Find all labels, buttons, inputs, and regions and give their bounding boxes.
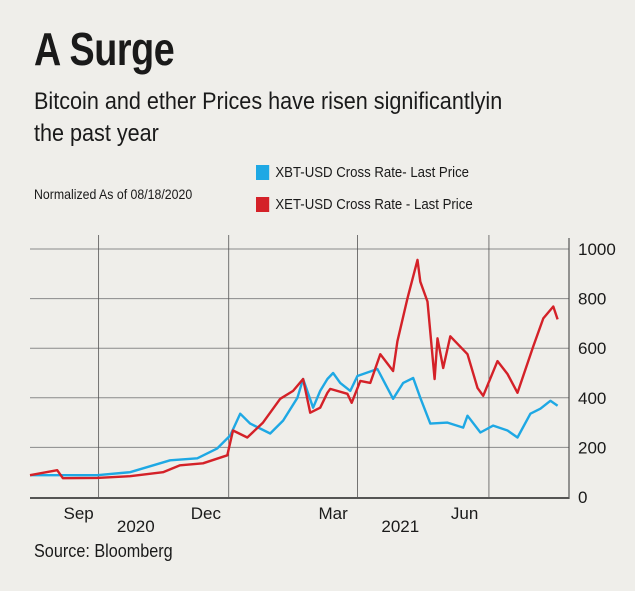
x-tick-label: Jun [451, 504, 478, 523]
x-year-label: 2021 [381, 517, 419, 536]
chart-subtitle-line-1: Bitcoin and ether Prices have risen sign… [34, 88, 503, 115]
y-tick-label: 1000 [578, 240, 616, 259]
source-note: Source: Bloomberg [34, 541, 173, 561]
normalization-note: Normalized As of 08/18/2020 [34, 186, 193, 202]
legend-label-xet: XET-USD Cross Rate - Last Price [275, 196, 473, 213]
legend-label-xbt: XBT-USD Cross Rate- Last Price [275, 164, 470, 181]
legend-item-xbt: XBT-USD Cross Rate- Last Price [256, 164, 469, 181]
x-tick-label: Sep [63, 504, 93, 523]
x-tick-label: Dec [191, 504, 222, 523]
series-line-xet [29, 258, 559, 480]
y-tick-label: 800 [578, 290, 606, 309]
y-tick-label: 400 [578, 389, 606, 408]
y-tick-label: 0 [578, 488, 587, 507]
series-line-xbt [30, 367, 559, 477]
legend-item-xet: XET-USD Cross Rate - Last Price [256, 196, 473, 213]
chart-subtitle-line-2: the past year [34, 120, 159, 147]
y-tick-label: 200 [578, 438, 606, 457]
y-tick-label: 600 [578, 339, 606, 358]
legend-swatch-xbt [256, 165, 270, 180]
chart-title: A Surge [34, 23, 175, 75]
x-tick-label: Mar [318, 504, 348, 523]
x-year-label: 2020 [117, 517, 155, 536]
legend-swatch-xet [256, 197, 270, 212]
